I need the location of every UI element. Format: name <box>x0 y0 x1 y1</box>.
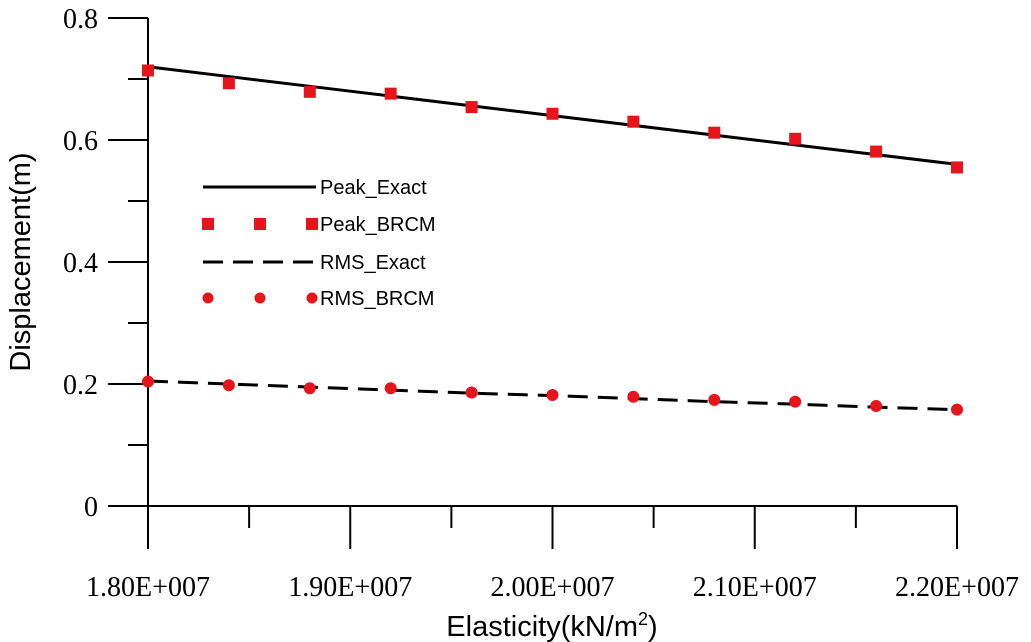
rms-brcm-point <box>708 393 721 406</box>
peak-brcm-point <box>870 145 883 158</box>
legend-peak-brcm-swatch <box>254 218 266 230</box>
y-tick-label: 0 <box>84 492 98 523</box>
y-tick-label: 0.4 <box>63 248 98 279</box>
y-tick-label: 0.6 <box>63 126 98 157</box>
x-tick-label: 1.80E+007 <box>86 572 210 603</box>
peak-brcm-point <box>951 161 963 174</box>
x-tick-label: 1.90E+007 <box>288 572 412 603</box>
rms-brcm-point <box>222 379 235 392</box>
legend-peak-brcm-label: Peak_BRCM <box>320 214 436 236</box>
x-axis-title-end: ) <box>648 611 658 642</box>
legend-rms-brcm-swatch <box>254 292 266 304</box>
axes: 0 0.2 0.4 0.6 0.8 1.80E+007 1.90E+007 2.00E+007… <box>63 4 1019 603</box>
x-axis-title-main: Elasticity(kN/m <box>446 611 638 642</box>
peak-brcm-point <box>546 107 559 120</box>
peak-brcm-point <box>789 132 802 145</box>
rms-brcm-point <box>546 388 559 401</box>
peak-brcm-point <box>142 64 154 77</box>
legend-rms-brcm-label: RMS_BRCM <box>320 288 434 310</box>
peak-brcm-point <box>708 126 721 139</box>
rms-brcm-point <box>951 403 963 416</box>
rms-brcm-point <box>384 382 397 395</box>
x-axis-title: Elasticity(kN/m2) <box>446 609 657 642</box>
peak-brcm-point <box>465 101 478 114</box>
y-axis-title: Displacement(m) <box>5 152 37 371</box>
legend-peak-brcm-swatch <box>202 218 214 230</box>
y-tick-label: 0.2 <box>63 370 98 401</box>
legend-rms-brcm-swatch <box>202 292 214 304</box>
peak-brcm-point <box>222 77 235 90</box>
rms-brcm-point <box>303 382 316 395</box>
peak-brcm-point <box>384 87 397 100</box>
peak-brcm-point <box>303 85 316 98</box>
rms-brcm-point <box>142 375 154 388</box>
legend-rms-brcm-swatch <box>306 292 318 304</box>
legend: Peak_Exact Peak_BRCM RMS_Exact RMS_BRCM <box>202 177 436 310</box>
rms-brcm-point <box>870 399 883 412</box>
legend-rms-exact-label: RMS_Exact <box>320 252 426 274</box>
x-tick-label: 2.20E+007 <box>895 572 1019 603</box>
rms-brcm-point <box>465 386 478 399</box>
legend-peak-brcm-swatch <box>306 218 318 230</box>
legend-peak-exact-label: Peak_Exact <box>320 177 427 199</box>
peak-brcm-point <box>627 115 640 128</box>
rms-brcm-point <box>789 395 802 408</box>
x-axis-title-sup: 2 <box>638 609 648 629</box>
x-tick-label: 2.00E+007 <box>491 572 615 603</box>
rms-brcm-point <box>627 390 640 403</box>
y-tick-label: 0.8 <box>63 4 98 35</box>
x-tick-label: 2.10E+007 <box>693 572 817 603</box>
series-layer <box>142 64 963 416</box>
